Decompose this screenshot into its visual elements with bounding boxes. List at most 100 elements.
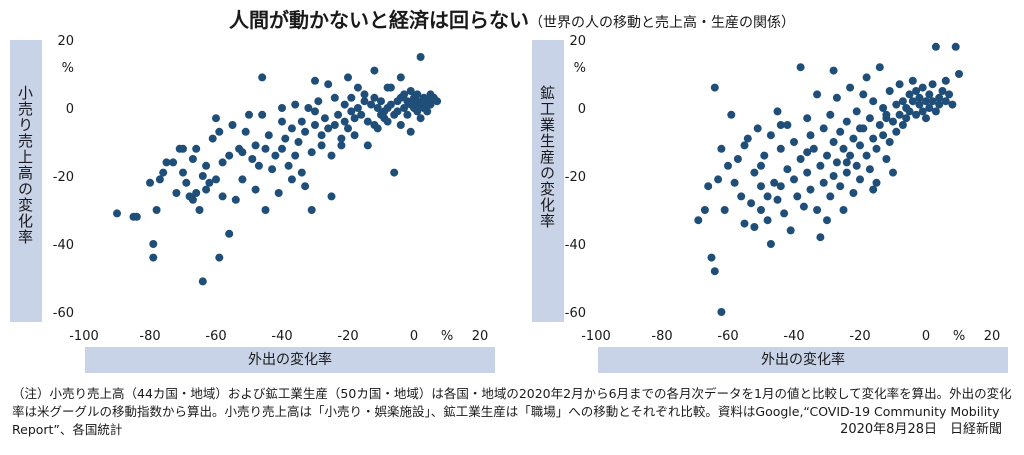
retail-xlabel: 外出の変化率 bbox=[85, 347, 495, 373]
retail-data-point bbox=[314, 97, 323, 106]
retail-data-point bbox=[426, 100, 435, 109]
mining-data-point bbox=[717, 308, 726, 316]
retail-data-point bbox=[212, 175, 220, 184]
retail-data-point bbox=[225, 229, 234, 238]
footnote: （注）小売り売上高（44カ国・地域）および鉱工業生産（50カ国・地域）は各国・地… bbox=[12, 385, 1016, 439]
mining-data-point bbox=[856, 124, 864, 133]
retail-data-point bbox=[301, 127, 310, 136]
retail-data-point bbox=[179, 168, 187, 177]
mining-data-point bbox=[905, 107, 914, 116]
mining-data-point bbox=[865, 114, 874, 123]
retail-data-point bbox=[261, 206, 270, 214]
retail-data-point bbox=[162, 158, 171, 167]
mining-data-point bbox=[766, 131, 775, 140]
retail-data-point bbox=[287, 124, 296, 133]
mining-data-point bbox=[829, 138, 838, 146]
mining-data-point bbox=[836, 182, 845, 191]
retail-data-point bbox=[311, 107, 319, 116]
retail-data-point bbox=[297, 117, 306, 126]
mining-data-point bbox=[763, 192, 772, 201]
retail-data-point bbox=[373, 124, 382, 133]
retail-data-point bbox=[347, 93, 356, 102]
retail-x-tick-label: -60 bbox=[205, 329, 226, 344]
retail-data-point bbox=[377, 97, 385, 106]
retail-data-point bbox=[416, 53, 425, 61]
retail-data-point bbox=[357, 110, 366, 119]
mining-scatter-chart: 20 0 -20 -40 -60% -100 -80 -60 -40 -20 0 20% bbox=[565, 34, 1001, 344]
mining-data-point bbox=[892, 127, 901, 136]
mining-y-tick-label: 0 bbox=[578, 102, 586, 117]
mining-data-point bbox=[895, 80, 904, 89]
mining-data-point bbox=[819, 178, 828, 187]
mining-data-point bbox=[931, 107, 940, 116]
mining-data-point bbox=[922, 97, 930, 106]
retail-data-point bbox=[291, 151, 300, 160]
mining-data-point bbox=[862, 73, 871, 82]
mining-data-point bbox=[790, 175, 798, 184]
mining-data-point bbox=[931, 42, 940, 51]
mining-data-point bbox=[757, 161, 765, 170]
retail-data-point bbox=[248, 155, 257, 163]
mining-data-point bbox=[740, 141, 749, 150]
mining-data-point bbox=[846, 151, 855, 160]
mining-data-point bbox=[935, 93, 944, 102]
mining-data-point bbox=[799, 202, 808, 211]
mining-data-point bbox=[783, 165, 792, 174]
retail-data-point bbox=[370, 66, 379, 75]
mining-y-tick-label: 20 bbox=[569, 34, 586, 49]
retail-data-point bbox=[218, 158, 227, 167]
retail-data-point bbox=[225, 151, 234, 160]
retail-data-point bbox=[192, 144, 201, 153]
mining-data-point bbox=[720, 206, 729, 214]
retail-data-point bbox=[258, 110, 267, 119]
retail-data-point bbox=[268, 165, 277, 174]
mining-data-point bbox=[859, 90, 868, 99]
retail-data-point bbox=[291, 100, 300, 109]
retail-data-point bbox=[304, 104, 313, 112]
retail-data-point bbox=[231, 195, 240, 204]
mining-x-tick-label: 20 bbox=[984, 329, 1001, 344]
retail-data-point bbox=[301, 182, 310, 191]
mining-data-point bbox=[780, 209, 789, 218]
mining-data-point bbox=[846, 83, 855, 92]
retail-data-point bbox=[274, 189, 283, 197]
mining-data-point bbox=[852, 107, 861, 116]
mining-x-tick-label: -80 bbox=[651, 329, 672, 344]
mining-data-point bbox=[869, 134, 878, 143]
retail-data-point bbox=[337, 134, 346, 143]
retail-data-point bbox=[340, 117, 349, 126]
retail-data-point bbox=[155, 175, 164, 184]
mining-data-point bbox=[912, 87, 921, 95]
mining-data-point bbox=[796, 63, 805, 72]
mining-data-point bbox=[898, 121, 907, 129]
retail-data-point bbox=[188, 195, 197, 204]
mining-data-point bbox=[796, 155, 805, 163]
mining-data-point bbox=[747, 199, 756, 208]
retail-data-point bbox=[149, 253, 158, 262]
mining-y-tick-label: -40 bbox=[565, 238, 586, 253]
chart-subtitle: （世界の人の移動と売上高・生産の関係） bbox=[529, 15, 795, 31]
retail-data-point bbox=[281, 134, 290, 143]
retail-data-point bbox=[367, 100, 376, 109]
retail-data-point bbox=[363, 117, 372, 126]
mining-data-point bbox=[816, 161, 825, 170]
mining-data-point bbox=[707, 253, 716, 262]
retail-data-point bbox=[251, 185, 260, 194]
retail-data-point bbox=[373, 104, 382, 112]
retail-data-point bbox=[330, 93, 339, 102]
mining-data-point bbox=[823, 216, 831, 225]
retail-data-point bbox=[198, 277, 207, 286]
mining-data-point bbox=[849, 134, 858, 143]
mining-data-point bbox=[770, 178, 779, 187]
retail-data-point bbox=[390, 168, 399, 177]
mining-data-point bbox=[733, 155, 742, 163]
mining-data-point bbox=[869, 185, 878, 194]
retail-data-point bbox=[241, 127, 250, 136]
mining-data-point bbox=[766, 240, 775, 248]
mining-data-point bbox=[714, 175, 723, 184]
mining-data-point bbox=[922, 114, 930, 123]
retail-data-point bbox=[396, 73, 405, 82]
mining-ylabel: 鉱工業生産の変化率 bbox=[538, 85, 556, 229]
mining-data-point bbox=[879, 104, 888, 112]
retail-data-point bbox=[284, 161, 293, 170]
